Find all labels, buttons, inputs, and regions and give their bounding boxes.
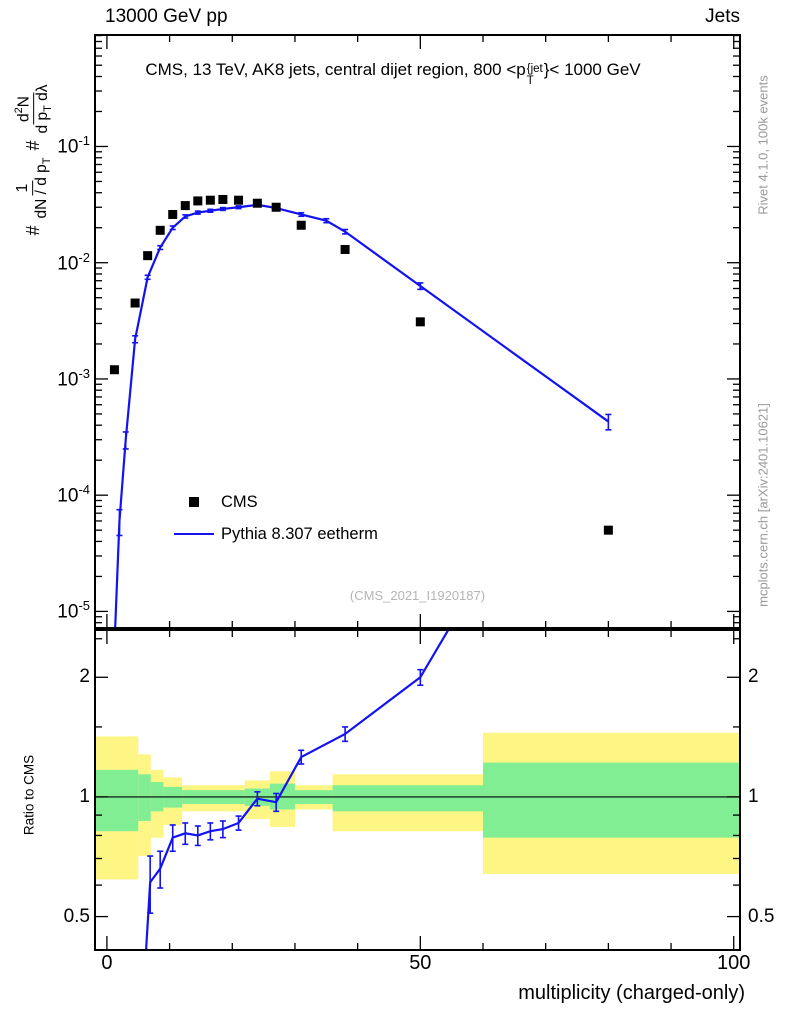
- ylabel-fraction-1: 1 dN / d pT: [14, 157, 54, 219]
- legend-label-pythia: Pythia 8.307 eetherm: [221, 524, 378, 543]
- header-analysis-group: Jets: [705, 6, 740, 27]
- ylabel-hash-1: #: [23, 225, 44, 236]
- plot-title: CMS, 13 TeV, AK8 jets, central dijet reg…: [0, 60, 786, 87]
- legend-label-cms: CMS: [221, 492, 258, 511]
- legend-item-cms: CMS: [172, 486, 378, 518]
- legend-item-pythia: Pythia 8.307 eetherm: [172, 518, 378, 550]
- analysis-id-watermark: (CMS_2021_I1920187): [349, 588, 486, 603]
- rivet-version-label: Rivet 4.1.0, 100k events: [755, 75, 771, 215]
- plot-title-suffix: }< 1000 GeV: [543, 60, 641, 79]
- pt-jet-supsub: {jet T: [526, 63, 543, 87]
- pythia-line-marker-icon: [172, 532, 216, 536]
- pt-jet-sup: {jet: [526, 63, 543, 75]
- ratio-y-axis-label: Ratio to CMS: [21, 754, 37, 836]
- main-y-axis-label: # 1 dN / d pT # d2N d pT dλ: [13, 84, 55, 236]
- mcplots-arxiv-label: mcplots.cern.ch [arXiv:2401.10621]: [755, 403, 771, 607]
- plot-title-prefix: CMS, 13 TeV, AK8 jets, central dijet reg…: [145, 60, 526, 79]
- cms-square-marker-icon: [172, 497, 216, 507]
- ylabel-fraction-2: d2N d pT dλ: [13, 84, 55, 134]
- legend: CMS Pythia 8.307 eetherm: [172, 486, 378, 550]
- x-axis-label: multiplicity (charged-only): [518, 982, 745, 1004]
- ylabel-hash-2: #: [23, 140, 44, 151]
- header-beam-energy: 13000 GeV pp: [105, 6, 228, 27]
- pt-jet-sub: T: [526, 74, 534, 87]
